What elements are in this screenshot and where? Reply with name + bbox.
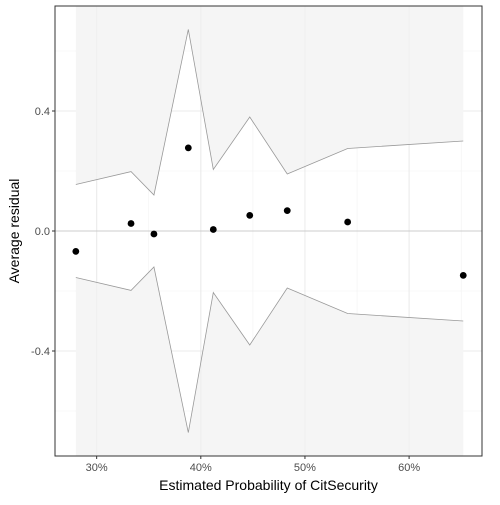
data-point (246, 212, 253, 219)
data-point (210, 226, 217, 233)
data-point (128, 220, 135, 227)
data-point (460, 272, 467, 279)
y-axis-title: Average residual (6, 179, 22, 284)
bound-band (55, 6, 482, 456)
y-tick-label: -0.4 (31, 346, 50, 358)
data-point (72, 248, 79, 255)
upper-band-region (76, 6, 463, 195)
x-axis-title: Estimated Probability of CitSecurity (159, 477, 378, 493)
data-point (185, 145, 192, 152)
data-point (344, 219, 351, 226)
y-tick-label: 0.0 (35, 226, 50, 238)
lower-band-region (76, 267, 463, 456)
data-point (284, 207, 291, 214)
x-tick-label: 50% (294, 462, 316, 474)
x-tick-label: 60% (398, 462, 420, 474)
data-point (151, 231, 158, 238)
y-tick-label: 0.4 (35, 106, 50, 118)
x-tick-label: 30% (86, 462, 108, 474)
x-tick-label: 40% (190, 462, 212, 474)
